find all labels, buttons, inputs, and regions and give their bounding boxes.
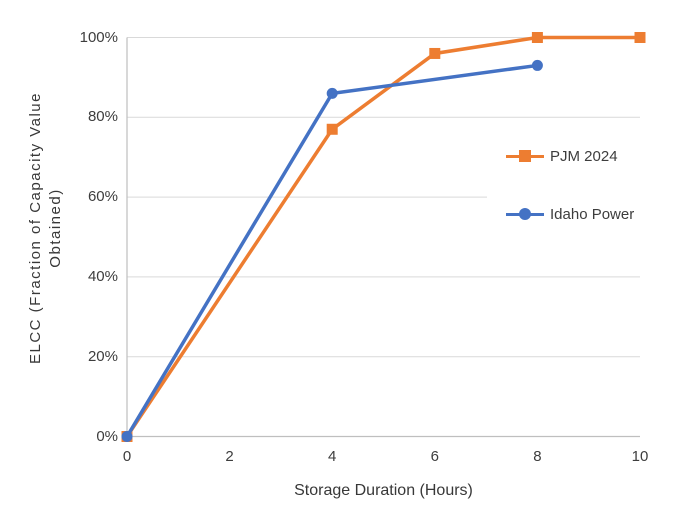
legend-entry-idaho-power: Idaho Power bbox=[506, 203, 668, 225]
idaho-power-line-circle-marker-icon bbox=[506, 203, 544, 225]
data-point-square bbox=[634, 32, 646, 43]
legend-label-idaho-power: Idaho Power bbox=[550, 205, 635, 223]
legend-label-pjm-2024: PJM 2024 bbox=[550, 147, 618, 165]
data-point-circle bbox=[531, 59, 543, 71]
x-axis-title: Storage Duration (Hours) bbox=[294, 482, 473, 499]
data-point-square bbox=[429, 47, 441, 59]
y-axis-title-line2: Obtained) bbox=[47, 188, 64, 268]
data-point-circle bbox=[121, 431, 133, 442]
legend-entry-pjm-2024: PJM 2024 bbox=[506, 145, 668, 167]
data-point-square bbox=[326, 123, 338, 135]
data-point-circle bbox=[326, 87, 338, 99]
legend: PJM 2024 Idaho Power bbox=[487, 136, 668, 238]
pjm-2024-line-square-marker-icon bbox=[506, 145, 544, 167]
y-axis-title-line1: ELCC (Fraction of Capacity Value bbox=[27, 92, 44, 364]
series-line-idaho-power bbox=[125, 63, 538, 438]
data-point-square bbox=[531, 32, 543, 43]
y-axis-title: ELCC (Fraction of Capacity Value Obtaine… bbox=[26, 13, 66, 443]
